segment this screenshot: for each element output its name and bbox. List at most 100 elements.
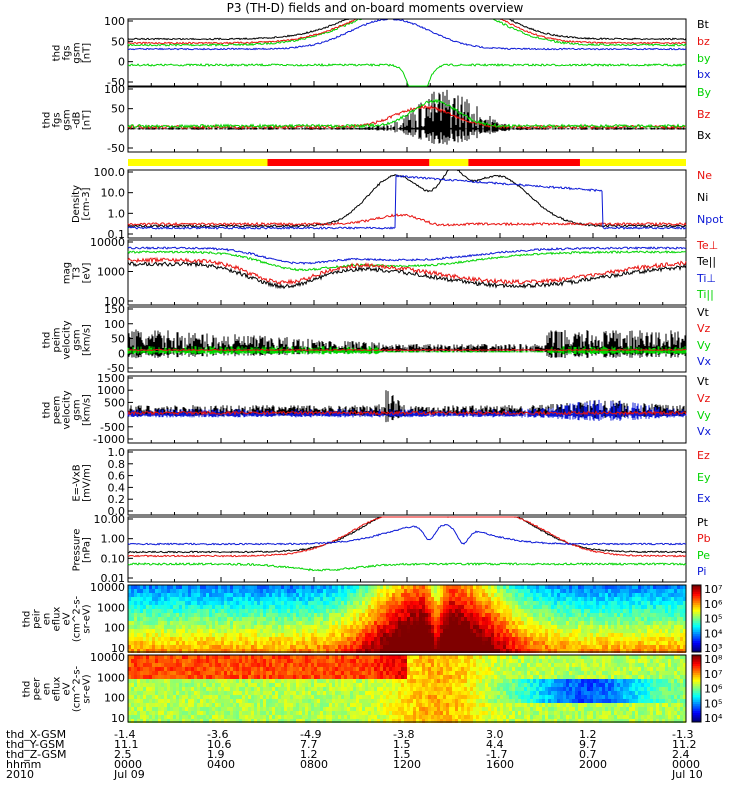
colorbar-label: 10³	[704, 642, 722, 655]
legend-entry: Bt	[697, 18, 709, 31]
series-teperp	[127, 256, 687, 286]
series-bt	[127, 18, 687, 41]
y-tick-label: 100	[104, 15, 125, 28]
ephemeris-value: Jul 10	[672, 768, 703, 781]
series-pe	[127, 562, 687, 572]
panel-8: 10.00 1.00 0.10 0.01	[94, 513, 687, 585]
y-tick-label: -1000	[93, 433, 125, 446]
y-tick-label: 1.0	[108, 446, 126, 459]
legend-entry: Ez	[697, 449, 710, 462]
y-axis-title: thd peir en eflux eV (cm^2-s- sr-eV)	[21, 595, 92, 642]
spectrogram-frame	[127, 654, 687, 723]
y-axis-title: E=-VxB [mV/m]	[71, 463, 92, 502]
y-tick-label: 50	[111, 103, 125, 116]
y-tick-label: 0.2	[108, 493, 126, 506]
y-axis-title: thd peim velocity gsm [km/s]	[41, 319, 92, 360]
series-dbx	[127, 89, 687, 145]
ephemeris-value: 0000	[114, 758, 142, 771]
series-pb	[127, 516, 687, 558]
legend-entry: Ti||	[697, 287, 714, 301]
ephemeris-value: 1.5	[393, 748, 411, 761]
series-ni	[127, 169, 686, 228]
ephemeris-value: -1.4	[114, 728, 136, 741]
panel-frame	[127, 86, 687, 153]
series-tiperp	[127, 246, 687, 266]
y-tick-label: 1.00	[101, 533, 126, 546]
series-vz	[127, 348, 687, 352]
ephemeris-label: thd_Y-GSM	[6, 738, 65, 751]
legend-entry: by	[697, 51, 711, 65]
series-vte	[127, 390, 687, 423]
series-npot	[127, 174, 687, 230]
ephemeris-value: 1.2	[300, 748, 318, 761]
status-segment	[579, 159, 686, 166]
y-tick-label: 0	[118, 122, 125, 135]
y-axis-title: mag T3 [eV]	[61, 261, 92, 284]
y-axis-title: thd fgs gsm [nT]	[51, 41, 92, 64]
legend-entry: Vx	[697, 425, 712, 439]
y-axis-title: Pressure [nPa]	[71, 528, 92, 571]
legend-entry: Ey	[697, 470, 711, 484]
ephemeris-value: -1.7	[486, 748, 508, 761]
y-tick-label: 10	[111, 642, 125, 655]
y-tick-label: 0.10	[101, 552, 126, 565]
series-tepar	[127, 261, 687, 290]
panel-frame	[127, 306, 687, 373]
panel-frame	[127, 449, 687, 516]
series-dby	[127, 98, 686, 129]
y-tick-label: 0.4	[108, 481, 126, 494]
status-segment	[468, 159, 580, 166]
colorbar-label: 10⁷	[704, 668, 722, 681]
y-tick-label: 100	[104, 318, 125, 331]
panel-frame	[127, 375, 687, 444]
status-segment	[429, 159, 469, 166]
legend-entry: Te||	[697, 255, 717, 269]
y-tick-label: 0.1	[108, 228, 126, 241]
series-pt	[127, 516, 687, 554]
colorbar-label: 10⁵	[704, 697, 722, 710]
y-tick-label: 500	[104, 396, 125, 409]
y-tick-label: 10	[111, 712, 125, 725]
y-tick-label: 1500	[97, 372, 125, 385]
y-tick-label: 0.0	[108, 505, 126, 518]
y-tick-label: 150	[104, 303, 125, 316]
y-tick-label: 100	[104, 295, 125, 308]
legend-entry: Pi	[697, 564, 707, 578]
legend-entry: Ne	[697, 169, 712, 182]
ephemeris-value: 1.2	[579, 728, 597, 741]
colorbar-label: 10⁵	[704, 613, 722, 626]
y-tick-label: 1000	[97, 384, 125, 397]
y-axis-title: thd peer en eflux eV (cm^2-s- sr-eV)	[21, 665, 92, 712]
legend-entry: Te⊥	[697, 239, 719, 252]
legend-entry: Pt	[697, 516, 708, 529]
y-tick-label: -50	[107, 142, 125, 155]
y-tick-label: 1.0	[108, 207, 126, 220]
spectrogram-2	[127, 654, 687, 723]
colorbar-label: 10⁷	[704, 583, 722, 596]
legend-entry: Ex	[697, 492, 711, 506]
y-tick-label: 10.0	[101, 187, 126, 200]
ephemeris-value: -4.9	[300, 728, 322, 741]
colorbar-label: 10⁴	[704, 712, 723, 725]
panel-3: 100.0 10.0 1.0 0.1	[94, 166, 687, 241]
ephemeris-value: 10.6	[207, 738, 232, 751]
legend-entry: bx	[697, 68, 711, 82]
y-tick-label: 10000	[90, 236, 125, 249]
ephemeris-value: 2.4	[672, 748, 690, 761]
panel-7: 1.00.80.60.40.20.0	[108, 446, 687, 518]
ephemeris-value: 11.2	[672, 738, 697, 751]
legend-entry: Pb	[697, 532, 711, 546]
y-tick-label: 10.00	[94, 513, 126, 526]
y-tick-label: 0	[118, 409, 125, 422]
y-tick-label: 100.0	[94, 166, 126, 179]
y-tick-label: 50	[111, 35, 125, 48]
legend-entry: Vt	[697, 306, 709, 319]
ephemeris-value: 2000	[579, 758, 607, 771]
y-tick-label: 100	[104, 83, 125, 96]
legend-entry: Npot	[697, 213, 724, 226]
legend-entry: By	[697, 86, 712, 99]
series-bx	[127, 18, 687, 51]
ephemeris-value: Jul 09	[114, 768, 145, 781]
y-tick-label: -50	[107, 76, 125, 89]
